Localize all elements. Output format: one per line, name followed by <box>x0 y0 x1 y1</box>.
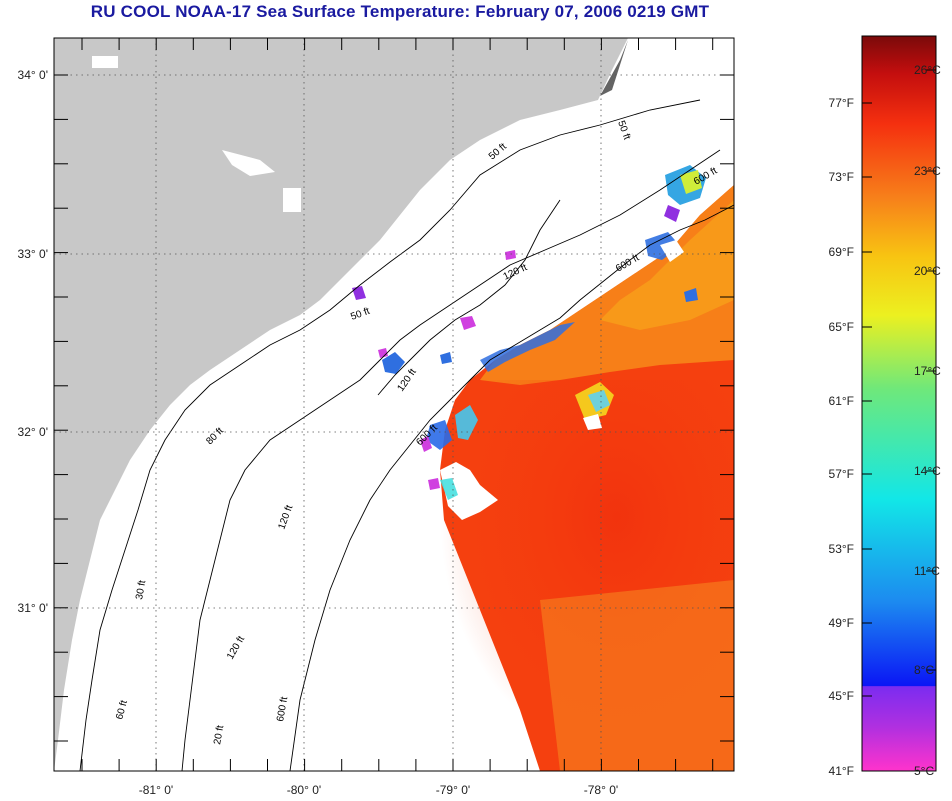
celsius-label: 20°C <box>914 264 941 278</box>
fahrenheit-label: 77°F <box>829 96 854 110</box>
fahrenheit-label: 41°F <box>829 764 854 778</box>
colorbar-fahrenheit-labels: 77°F 73°F 69°F 65°F 61°F 57°F 53°F 49°F … <box>829 96 854 778</box>
lon-tick-label: -78° 0' <box>584 783 618 797</box>
fahrenheit-label: 57°F <box>829 467 854 481</box>
inland-lake <box>283 188 301 212</box>
sst-swath <box>352 165 734 771</box>
lat-tick-label: 34° 0' <box>18 68 48 82</box>
inland-lake <box>222 150 275 176</box>
contour-50ft <box>79 99 701 771</box>
lat-tick-label: 33° 0' <box>18 247 48 261</box>
celsius-label: 26°C <box>914 63 941 77</box>
graticule <box>54 38 734 771</box>
colorbar-ticks <box>862 69 936 772</box>
map-title: RU COOL NOAA-17 Sea Surface Temperature:… <box>90 2 710 21</box>
fahrenheit-label: 45°F <box>829 689 854 703</box>
contour-label: 600 ft <box>275 696 290 723</box>
contour-120ft <box>181 149 721 771</box>
celsius-label: 8°C <box>914 663 934 677</box>
bathymetry-contours <box>79 99 734 771</box>
axis-ticks <box>54 38 734 771</box>
contour-label: 30 ft <box>134 579 148 600</box>
fahrenheit-label: 65°F <box>829 320 854 334</box>
fahrenheit-label: 49°F <box>829 616 854 630</box>
lat-tick-label: 32° 0' <box>18 425 48 439</box>
fahrenheit-label: 61°F <box>829 394 854 408</box>
celsius-label: 11°C <box>914 564 940 578</box>
fahrenheit-label: 53°F <box>829 542 854 556</box>
longitude-labels: -81° 0' -80° 0' -79° 0' -78° 0' <box>139 783 618 797</box>
lat-tick-label: 31° 0' <box>18 601 48 615</box>
celsius-label: 23°C <box>914 164 941 178</box>
contour-inner <box>377 199 561 396</box>
contour-label: 20 ft <box>212 724 226 745</box>
lon-tick-label: -80° 0' <box>287 783 321 797</box>
fahrenheit-label: 69°F <box>829 245 854 259</box>
celsius-label: 17°C <box>914 364 941 378</box>
lon-tick-label: -81° 0' <box>139 783 173 797</box>
celsius-label: 14°C <box>914 464 941 478</box>
temperature-colorbar: 77°F 73°F 69°F 65°F 61°F 57°F 53°F 49°F … <box>829 35 941 778</box>
celsius-label: 5°C <box>914 764 934 778</box>
colorbar-gradient <box>861 35 937 772</box>
colorbar-celsius-labels: 26°C 23°C 20°C 17°C 14°C 11°C 8°C 5°C <box>914 63 941 778</box>
map-border <box>53 37 735 772</box>
land-mass <box>54 38 628 771</box>
inland-lake <box>92 56 118 68</box>
fahrenheit-label: 73°F <box>829 170 854 184</box>
contour-label: 60 ft <box>114 699 130 721</box>
lon-tick-label: -79° 0' <box>436 783 470 797</box>
contour-600ft <box>289 204 734 771</box>
latitude-labels: 34° 0' 33° 0' 32° 0' 31° 0' <box>18 68 48 615</box>
